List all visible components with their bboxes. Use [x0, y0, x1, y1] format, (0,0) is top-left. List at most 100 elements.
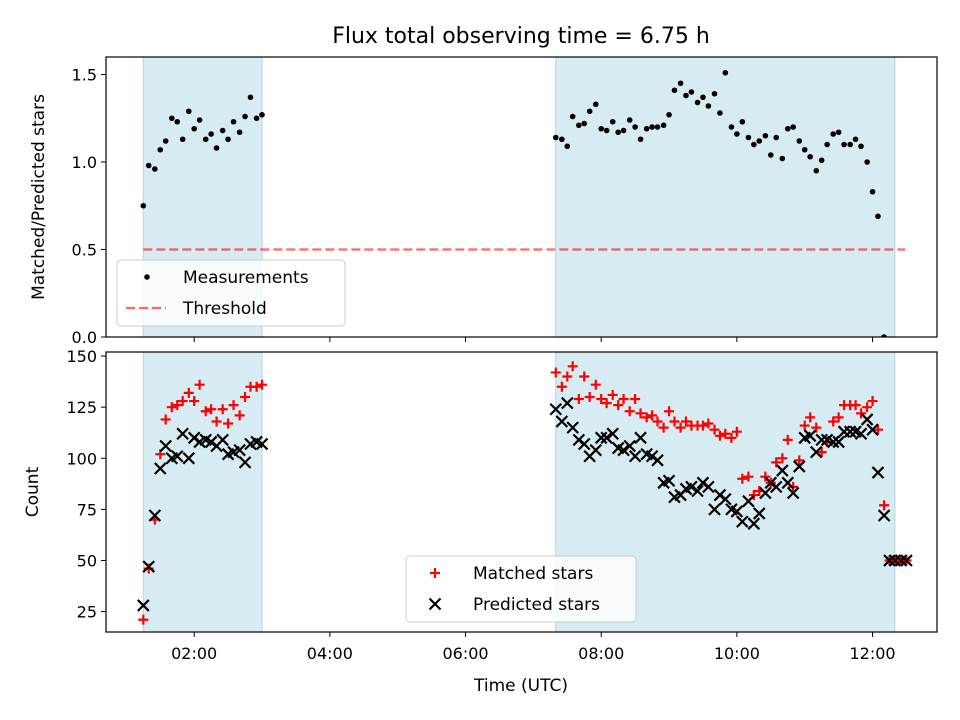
- predicted-point: [736, 515, 749, 528]
- matched-point: [743, 471, 754, 482]
- matched-point: [613, 400, 624, 411]
- predicted-point: [170, 449, 184, 463]
- plot-area: [137, 361, 913, 625]
- matched-point: [556, 381, 567, 392]
- measurement-point: [745, 134, 752, 141]
- predicted-point: [759, 486, 772, 500]
- matched-point: [217, 404, 228, 415]
- measurement-point: [875, 213, 881, 220]
- series-measurements: [140, 0, 910, 337]
- measurement-point: [852, 136, 859, 143]
- matched-point: [183, 387, 194, 398]
- predicted-point: [883, 554, 896, 567]
- measurement-point: [864, 159, 870, 165]
- matched-point: [664, 406, 675, 417]
- matched-point: [590, 379, 601, 390]
- ratio-panel: 0.0 0.5 1.0 1.5 Matched/Predicted stars Measu…: [29, 0, 938, 347]
- matched-point: [726, 432, 737, 443]
- matched-point: [211, 416, 222, 427]
- measurement-point: [728, 124, 735, 130]
- predicted-point: [747, 517, 761, 530]
- y-tick-label: 25: [77, 603, 97, 622]
- matched-point: [596, 394, 607, 405]
- predicted-point: [577, 437, 591, 451]
- measurement-point: [807, 153, 813, 160]
- predicted-point: [137, 599, 150, 612]
- matched-point: [720, 428, 731, 439]
- measurement-point: [208, 131, 214, 137]
- measurement-point: [717, 110, 723, 116]
- measurement-point: [581, 120, 588, 127]
- series-predicted-stars: [137, 396, 913, 612]
- measurement-point: [830, 131, 837, 137]
- measurement-point: [904, 0, 910, 3]
- x-axis-label: Time (UTC): [473, 676, 568, 696]
- predicted-point: [769, 480, 783, 494]
- measurement-point: [722, 69, 729, 76]
- matched-point: [584, 391, 595, 402]
- measurement-point: [768, 152, 774, 158]
- measurement-point: [219, 127, 226, 134]
- matched-point: [567, 361, 578, 372]
- measurement-point: [236, 129, 243, 136]
- observing-span-1: [142, 351, 263, 633]
- predicted-point: [589, 443, 603, 457]
- matched-point: [867, 396, 878, 407]
- matched-point: [601, 398, 612, 409]
- matched-point: [805, 412, 816, 423]
- measurement-point: [552, 134, 559, 141]
- predicted-point: [702, 480, 715, 494]
- y-tick-label: 0.5: [72, 241, 97, 260]
- y-tick-label: 125: [66, 398, 97, 417]
- measurement-point: [779, 155, 786, 162]
- predicted-point: [238, 456, 252, 469]
- matched-point: [206, 404, 217, 415]
- measurement-point: [869, 188, 876, 195]
- measurement-point: [259, 111, 265, 118]
- predicted-point: [691, 484, 704, 498]
- measurement-point: [626, 117, 633, 123]
- matched-point: [828, 416, 839, 427]
- matched-point: [160, 414, 171, 425]
- predicted-point: [730, 505, 744, 518]
- measurement-point: [762, 132, 769, 139]
- measurement-point: [603, 127, 610, 134]
- measurement-point: [185, 108, 192, 115]
- count-panel: 25 50 75 100 125 150 Count 02:00 04:00 06:00 08:00…: [23, 347, 938, 663]
- predicted-point: [866, 423, 879, 436]
- measurement-point: [174, 118, 181, 125]
- y-tick-label: 50: [77, 551, 97, 570]
- matched-point: [675, 422, 686, 433]
- matched-point: [652, 416, 663, 427]
- predicted-point: [148, 509, 162, 522]
- measurement-point: [660, 122, 667, 129]
- measurement-point: [835, 129, 842, 136]
- legend-marker-predicted: [428, 597, 442, 611]
- matched-point: [862, 402, 873, 413]
- matched-point: [681, 416, 692, 427]
- measurement-point: [739, 118, 746, 125]
- predicted-point: [781, 476, 795, 490]
- measurement-point: [858, 143, 864, 150]
- measurement-point: [162, 138, 169, 144]
- legend-label: Threshold: [182, 299, 267, 319]
- measurement-point: [784, 125, 791, 132]
- predicted-point: [786, 486, 800, 500]
- y-axis-label: Matched/Predicted stars: [29, 94, 49, 300]
- measurement-point: [824, 141, 830, 148]
- measurement-point: [242, 113, 248, 120]
- matched-point: [562, 371, 573, 382]
- matched-point: [194, 379, 205, 390]
- matched-point: [624, 406, 635, 417]
- matched-point: [223, 418, 234, 429]
- matched-point: [731, 426, 742, 437]
- predicted-point: [623, 439, 636, 453]
- predicted-point: [628, 449, 642, 463]
- predicted-point: [159, 439, 172, 453]
- predicted-point: [255, 437, 269, 451]
- measurement-point: [898, 0, 904, 3]
- measurement-point: [790, 124, 796, 130]
- legend-label: Predicted stars: [473, 595, 600, 615]
- predicted-point: [153, 462, 167, 475]
- predicted-point: [752, 507, 766, 520]
